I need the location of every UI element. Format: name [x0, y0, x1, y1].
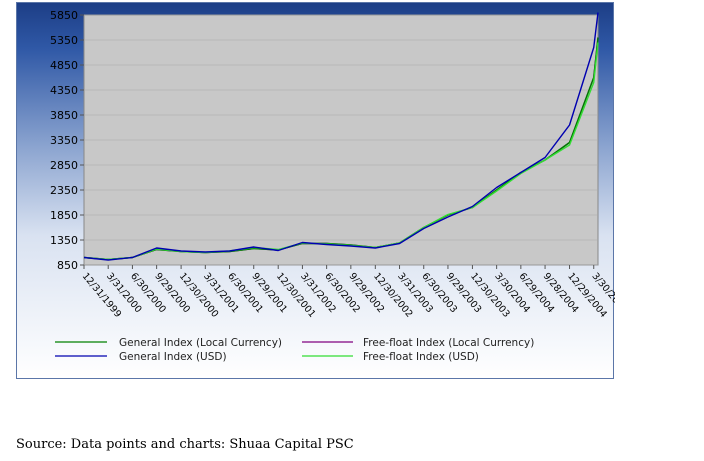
y-axis: 5850 5350 4850 4350 3850 3350 2850 2350 1850 1350… — [50, 9, 84, 272]
index-line-chart: 5850 5350 4850 4350 3850 3350 2850 2350 1850 1350… — [50, 9, 615, 363]
y-tick-label: 850 — [57, 259, 78, 272]
y-tick-label: 1350 — [50, 234, 78, 247]
series-lines — [83, 12, 599, 261]
grid-lines — [84, 14, 598, 266]
y-tick-label: 1850 — [50, 209, 78, 222]
source-note: Source: Data points and charts: Shuaa Ca… — [16, 437, 354, 452]
x-axis: 12/31/19993/31/20006/30/20009/29/200012/… — [80, 265, 615, 320]
legend-label-general-local: General Index (Local Currency) — [119, 337, 282, 349]
series-line-2 — [83, 12, 599, 261]
legend: General Index (Local Currency) Free-floa… — [55, 337, 534, 363]
legend-label-general-usd: General Index (USD) — [119, 351, 227, 363]
y-tick-label: 2350 — [50, 184, 78, 197]
y-tick-label: 5350 — [50, 34, 78, 47]
y-tick-label: 5850 — [50, 9, 78, 22]
legend-label-freefloat-local: Free-float Index (Local Currency) — [363, 337, 534, 349]
y-tick-label: 4850 — [50, 59, 78, 72]
y-tick-label: 3350 — [50, 134, 78, 147]
y-tick-label: 2850 — [50, 159, 78, 172]
chart-frame: 5850 5350 4850 4350 3850 3350 2850 2350 1850 1350… — [16, 2, 615, 379]
y-tick-label: 3850 — [50, 109, 78, 122]
legend-label-freefloat-usd: Free-float Index (USD) — [363, 351, 479, 363]
y-tick-label: 4350 — [50, 84, 78, 97]
